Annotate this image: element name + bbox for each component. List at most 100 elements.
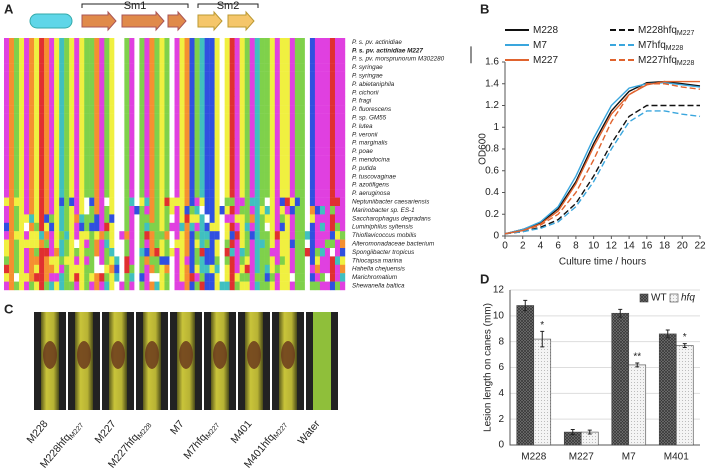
residue	[299, 46, 306, 55]
residue	[44, 105, 50, 114]
residue	[134, 172, 140, 181]
residue	[164, 80, 170, 89]
residue	[99, 281, 105, 291]
residue	[174, 273, 180, 282]
residue	[309, 172, 316, 181]
residue	[289, 197, 296, 207]
residue	[139, 71, 145, 81]
y-tick-label: 0	[493, 231, 499, 242]
residue	[299, 180, 306, 190]
residue	[39, 96, 45, 106]
residue	[44, 180, 50, 190]
residue	[244, 239, 250, 249]
residue	[274, 222, 281, 232]
residue	[49, 164, 55, 173]
residue	[189, 122, 195, 131]
residue	[99, 180, 105, 190]
residue	[209, 147, 215, 156]
residue	[174, 130, 180, 139]
legend-label: M227hfqM228	[638, 55, 695, 67]
residue	[134, 80, 140, 89]
residue	[14, 155, 20, 165]
residue	[84, 214, 90, 223]
residue	[89, 239, 95, 249]
residue	[34, 88, 40, 97]
residue	[244, 164, 250, 173]
residue	[224, 138, 230, 148]
residue	[24, 138, 30, 148]
residue	[119, 222, 125, 232]
residue	[264, 63, 270, 72]
residue	[174, 113, 180, 123]
residue	[154, 54, 160, 64]
residue	[204, 122, 210, 131]
residue	[264, 113, 270, 123]
residue	[79, 239, 85, 249]
residue	[239, 105, 245, 114]
residue	[104, 214, 110, 223]
residue	[244, 222, 250, 232]
residue	[149, 96, 155, 106]
residue	[214, 105, 220, 114]
residue	[114, 46, 120, 55]
residue	[259, 147, 265, 156]
residue	[64, 71, 70, 81]
residue	[164, 273, 170, 282]
residue	[14, 147, 20, 156]
residue	[34, 189, 40, 198]
residue	[324, 281, 331, 291]
residue	[4, 138, 10, 148]
strand	[197, 10, 223, 32]
residue	[294, 96, 301, 106]
residue	[34, 80, 40, 89]
residue	[4, 155, 10, 165]
residue	[174, 248, 180, 257]
residue	[234, 54, 240, 64]
residue	[39, 206, 45, 215]
residue	[59, 122, 65, 131]
residue	[94, 164, 100, 173]
residue	[49, 113, 55, 123]
residue	[74, 63, 80, 72]
residue	[289, 147, 296, 156]
residue	[294, 189, 301, 198]
residue	[34, 172, 40, 181]
residue	[64, 180, 70, 190]
residue	[24, 80, 30, 89]
residue	[289, 96, 296, 106]
residue	[214, 46, 220, 55]
residue	[194, 197, 200, 207]
residue	[229, 206, 235, 215]
legend-name: M228	[533, 25, 558, 36]
residue	[184, 164, 190, 173]
residue	[14, 46, 20, 55]
residue	[44, 71, 50, 81]
residue	[154, 71, 160, 81]
residue	[139, 206, 145, 215]
residue	[239, 180, 245, 190]
residue	[144, 239, 150, 249]
residue	[119, 164, 125, 173]
residue	[34, 155, 40, 165]
residue	[204, 239, 210, 249]
residue	[254, 96, 260, 106]
residue	[319, 180, 326, 190]
residue	[49, 239, 55, 249]
residue	[304, 248, 311, 257]
residue	[179, 138, 185, 148]
residue	[214, 206, 220, 215]
lesion	[247, 341, 261, 369]
residue	[339, 122, 346, 131]
residue	[114, 189, 120, 198]
residue	[329, 96, 336, 106]
residue	[24, 256, 30, 265]
residue	[54, 172, 60, 181]
residue	[259, 54, 265, 64]
residue	[244, 138, 250, 148]
residue	[29, 80, 35, 89]
residue	[304, 54, 311, 64]
residue	[74, 239, 80, 249]
residue	[199, 180, 205, 190]
residue	[24, 281, 30, 291]
residue	[219, 88, 225, 97]
